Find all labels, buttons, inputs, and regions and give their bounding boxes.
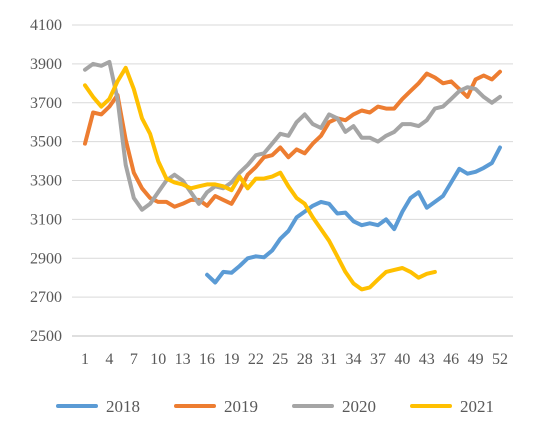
legend-item-2021: 2021: [410, 397, 494, 416]
y-tick-label: 3500: [30, 134, 62, 151]
x-tick-label: 37: [370, 351, 386, 368]
legend-label: 2019: [224, 397, 258, 416]
x-tick-label: 34: [346, 351, 362, 368]
y-tick-label: 3700: [30, 95, 62, 112]
x-tick-label: 49: [468, 351, 484, 368]
legend-item-2019: 2019: [174, 397, 258, 416]
x-tick-label: 4: [105, 351, 113, 368]
series-line-2021: [83, 65, 437, 292]
series-lines: [83, 59, 502, 292]
legend-label: 2020: [342, 397, 376, 416]
x-tick-label: 10: [150, 351, 166, 368]
x-tick-label: 52: [492, 351, 508, 368]
series-line-2018: [205, 145, 502, 285]
y-tick-label: 2500: [30, 328, 62, 345]
legend: 2018 2019 2020 2021: [56, 397, 494, 416]
y-tick-label: 3300: [30, 173, 62, 190]
x-tick-label: 13: [175, 351, 191, 368]
x-tick-label: 31: [321, 351, 337, 368]
x-tick-label: 1: [81, 351, 89, 368]
y-tick-label: 4100: [30, 17, 62, 34]
x-tick-label: 7: [130, 351, 138, 368]
legend-item-2020: 2020: [292, 397, 376, 416]
series-line-2019: [83, 69, 502, 209]
legend-item-2018: 2018: [56, 397, 140, 416]
x-tick-label: 22: [248, 351, 264, 368]
y-tick-label: 2700: [30, 289, 62, 306]
y-tick-label: 3100: [30, 211, 62, 228]
x-tick-label: 16: [199, 351, 215, 368]
x-tick-label: 19: [223, 351, 239, 368]
series-line-2020: [83, 59, 502, 212]
x-tick-label: 28: [297, 351, 313, 368]
x-tick-label: 25: [272, 351, 288, 368]
y-tick-label: 3900: [30, 56, 62, 73]
x-tick-label: 46: [443, 351, 459, 368]
gridlines: [72, 24, 513, 337]
y-tick-label: 2900: [30, 250, 62, 267]
x-tick-label: 43: [419, 351, 435, 368]
x-tick-label: 40: [394, 351, 410, 368]
legend-label: 2018: [106, 397, 140, 416]
y-axis-ticks: 2500 2700 2900 3100 3300 3500 3700 3900 4100: [30, 17, 62, 345]
legend-label: 2021: [460, 397, 494, 416]
x-axis-ticks: 1 4 7 10 13 16 19 22 25 28 31 34 37 40 43 46 49 52: [81, 351, 508, 368]
